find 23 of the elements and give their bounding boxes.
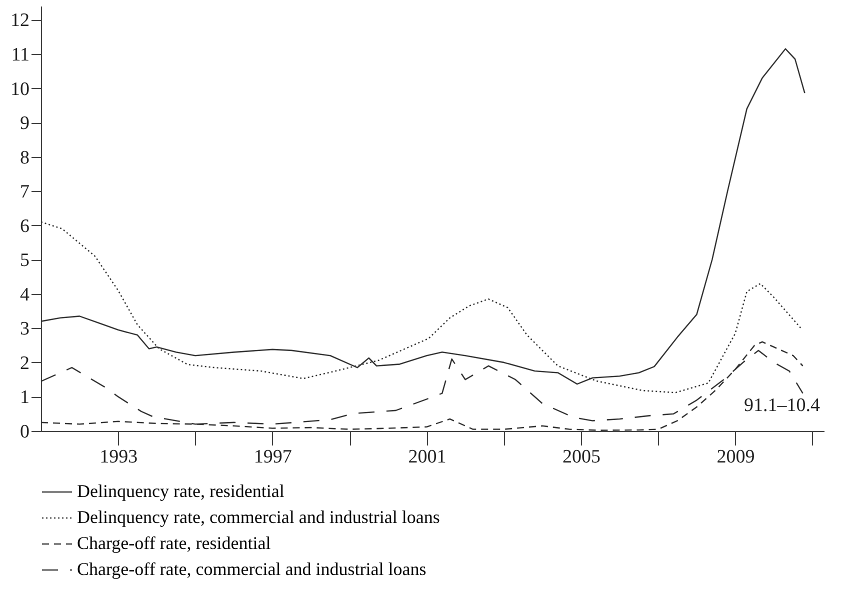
y-tick-label: 0 [20,422,30,442]
legend-label: Delinquency rate, commercial and industrial loans [77,507,440,527]
y-tick-label: 2 [20,352,30,374]
legend-label: Delinquency rate, residential [77,481,284,501]
y-tick-label: 5 [20,250,30,272]
y-tick-label: 1 [20,387,30,408]
y-tick-label: 7 [20,182,30,203]
y-tick-label: 4 [20,284,30,306]
y-tick-label: 11 [11,44,30,66]
x-tick-label: 2001 [408,446,446,468]
x-tick-label: 1997 [254,446,292,468]
y-tick-label: 10 [10,78,30,100]
x-tick-label: 1993 [100,446,138,468]
legend-label: Charge-off rate, residential [77,533,271,553]
x-tick-label: 2009 [716,446,755,468]
y-tick-label: 8 [20,147,30,168]
y-tick-label: 12 [10,10,30,32]
y-tick-label: 3 [20,318,30,340]
y-tick-label: 9 [20,113,30,134]
x-tick-label: 2005 [562,446,600,468]
legend-label: Charge-off rate, commercial and industrial loans [77,559,426,579]
y-tick-label: 6 [20,216,30,237]
annotation: 91.1–10.4 [744,395,820,416]
